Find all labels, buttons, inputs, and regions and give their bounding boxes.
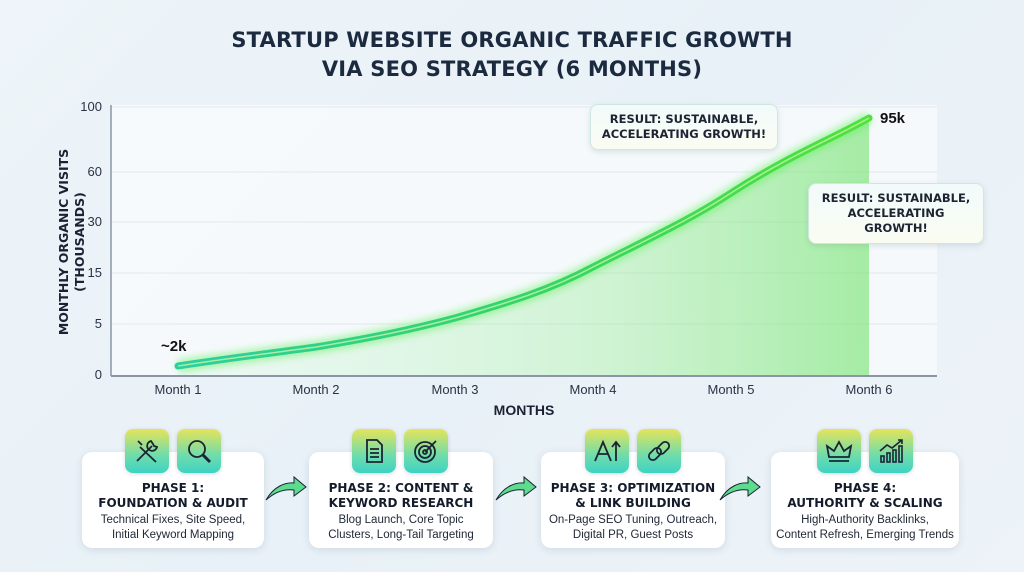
phase-desc: Blog Launch, Core Topic (338, 514, 464, 526)
y-tick: 5 (94, 316, 102, 331)
phase-desc: Technical Fixes, Site Speed, (100, 514, 246, 526)
crown-icon (817, 429, 861, 473)
font-size-up-icon (585, 429, 629, 473)
target-icon (404, 429, 448, 473)
phase-title: PHASE 1: (141, 481, 205, 495)
phase-2-icons (352, 429, 448, 473)
x-tick: Month 1 (154, 382, 202, 397)
callout-text: RESULT: SUSTAINABLE, (821, 191, 971, 205)
flow-arrow-icon (719, 475, 761, 501)
tools-icon (125, 429, 169, 473)
phase-title: AUTHORITY & SCALING (787, 496, 943, 510)
result-callout: RESULT: SUSTAINABLE, ACCELERATING GROWTH… (590, 104, 778, 150)
y-tick: 15 (87, 265, 102, 280)
callout-text: ACCELERATING GROWTH! (601, 127, 767, 141)
document-icon (352, 429, 396, 473)
callout-text: ACCELERATING GROWTH! (847, 206, 945, 235)
flow-arrow-icon (265, 475, 307, 501)
phase-desc: High-Authority Backlinks, (801, 514, 929, 526)
magnifier-icon (177, 429, 221, 473)
growth-bars-icon (869, 429, 913, 473)
y-tick: 0 (94, 367, 102, 382)
phase-title: & LINK BUILDING (575, 496, 691, 510)
phase-3-icons (585, 429, 681, 473)
y-tick: 100 (80, 99, 102, 114)
y-tick: 60 (87, 164, 102, 179)
x-axis-label: MONTHS (493, 402, 555, 418)
phase-title: PHASE 3: OPTIMIZATION (550, 481, 716, 495)
x-tick: Month 4 (569, 382, 617, 397)
phase-4-icons (817, 429, 913, 473)
x-tick: Month 3 (431, 382, 479, 397)
x-tick: Month 2 (292, 382, 340, 397)
x-tick: Month 6 (845, 382, 893, 397)
start-value-label: ~2k (161, 338, 187, 355)
phase-desc: Clusters, Long-Tail Targeting (328, 528, 474, 541)
chain-link-icon (637, 429, 681, 473)
end-value-label: 95k (880, 110, 906, 127)
phase-title: PHASE 2: CONTENT & (328, 481, 474, 495)
phase-desc: Initial Keyword Mapping (111, 528, 235, 541)
phase-desc: Content Refresh, Emerging Trends (776, 528, 954, 541)
phase-title: FOUNDATION & AUDIT (98, 496, 248, 510)
chart-title-line1: STARTUP WEBSITE ORGANIC TRAFFIC GROWTH (231, 28, 793, 52)
phase-title: PHASE 4: (833, 481, 897, 495)
phase-card-4: PHASE 4: AUTHORITY & SCALING High-Authori… (771, 452, 959, 548)
x-tick: Month 5 (707, 382, 755, 397)
chart-title: STARTUP WEBSITE ORGANIC TRAFFIC GROWTH V… (0, 26, 1024, 84)
phase-title: KEYWORD RESEARCH (328, 496, 474, 510)
y-tick: 30 (87, 214, 102, 229)
phase-desc: On-Page SEO Tuning, Outreach, (548, 514, 718, 526)
chart-title-line2: VIA SEO STRATEGY (6 MONTHS) (321, 57, 703, 81)
phase-card-2: PHASE 2: CONTENT & KEYWORD RESEARCH Blog … (309, 452, 493, 548)
flow-arrow-icon (495, 475, 537, 501)
phase-card-3: PHASE 3: OPTIMIZATION & LINK BUILDING On-… (541, 452, 725, 548)
phase-card-1: PHASE 1: FOUNDATION & AUDIT Technical Fix… (82, 452, 264, 548)
callout-text: RESULT: SUSTAINABLE, (609, 112, 759, 126)
result-callout: RESULT: SUSTAINABLE, ACCELERATING GROWTH… (808, 183, 984, 244)
phase-desc: Digital PR, Guest Posts (572, 528, 694, 541)
phase-1-icons (125, 429, 221, 473)
